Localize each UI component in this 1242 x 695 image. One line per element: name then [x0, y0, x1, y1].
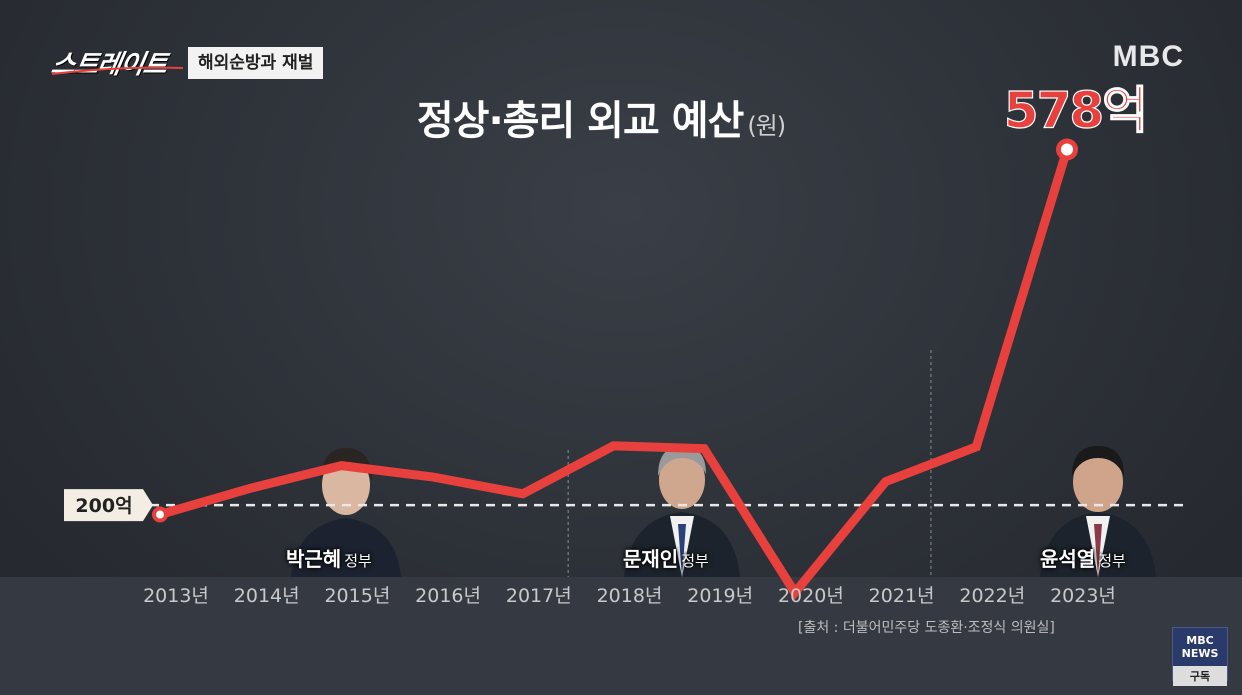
x-tick-label: 2013년	[143, 585, 209, 607]
gov-name-moon: 문재인	[623, 547, 679, 571]
subscribe-label: 구독	[1173, 666, 1227, 686]
gov-name-park: 박근혜	[286, 547, 342, 571]
gov-label-yoon: 윤석열 정부	[1040, 543, 1126, 572]
reference-label-tag	[64, 489, 153, 522]
gov-suffix-yoon: 정부	[1098, 552, 1126, 570]
series-line	[155, 145, 1072, 601]
highlight-value-label: 578억	[1004, 82, 1146, 140]
x-tick-label: 2022년	[959, 585, 1025, 607]
x-tick-label: 2019년	[687, 585, 753, 607]
gov-name-yoon: 윤석열	[1040, 547, 1096, 571]
x-tick-label: 2020년	[778, 585, 844, 607]
gov-label-park: 박근혜 정부	[286, 543, 372, 572]
reference-label: 200억	[75, 495, 132, 517]
x-tick-label: 2018년	[597, 585, 663, 607]
x-tick-label: 2023년	[1050, 585, 1116, 607]
gov-suffix-park: 정부	[344, 552, 372, 570]
x-tick-label: 2017년	[506, 585, 572, 607]
broadcaster-logo: MBC	[1112, 40, 1184, 73]
subscribe-brand: MBC NEWS	[1181, 634, 1219, 660]
data-point-start	[152, 506, 168, 523]
x-tick-label: 2016년	[415, 585, 481, 607]
x-tick-label: 2015년	[324, 585, 390, 607]
gov-label-moon: 문재인 정부	[623, 543, 709, 572]
portrait-yoon	[1040, 446, 1156, 577]
x-tick-label: 2014년	[234, 585, 300, 607]
portrait-moon	[624, 446, 740, 577]
source-note: [출처 : 더불어민주당 도종환·조정식 의원실]	[798, 620, 1055, 636]
gov-suffix-moon: 정부	[681, 552, 709, 570]
chart-unit: (원)	[747, 112, 786, 140]
program-logo-swoosh	[51, 66, 184, 75]
data-point-end	[1061, 143, 1073, 156]
topic-tag: 해외순방과 재벌	[188, 47, 324, 79]
subscribe-button[interactable]: MBC NEWS 구독	[1172, 627, 1228, 686]
timeline-band	[0, 577, 1242, 695]
chart-title: 정상·총리 외교 예산 (원)	[0, 88, 1242, 146]
x-tick-label: 2021년	[869, 585, 935, 607]
chart-title-text: 정상·총리 외교 예산	[416, 98, 744, 144]
